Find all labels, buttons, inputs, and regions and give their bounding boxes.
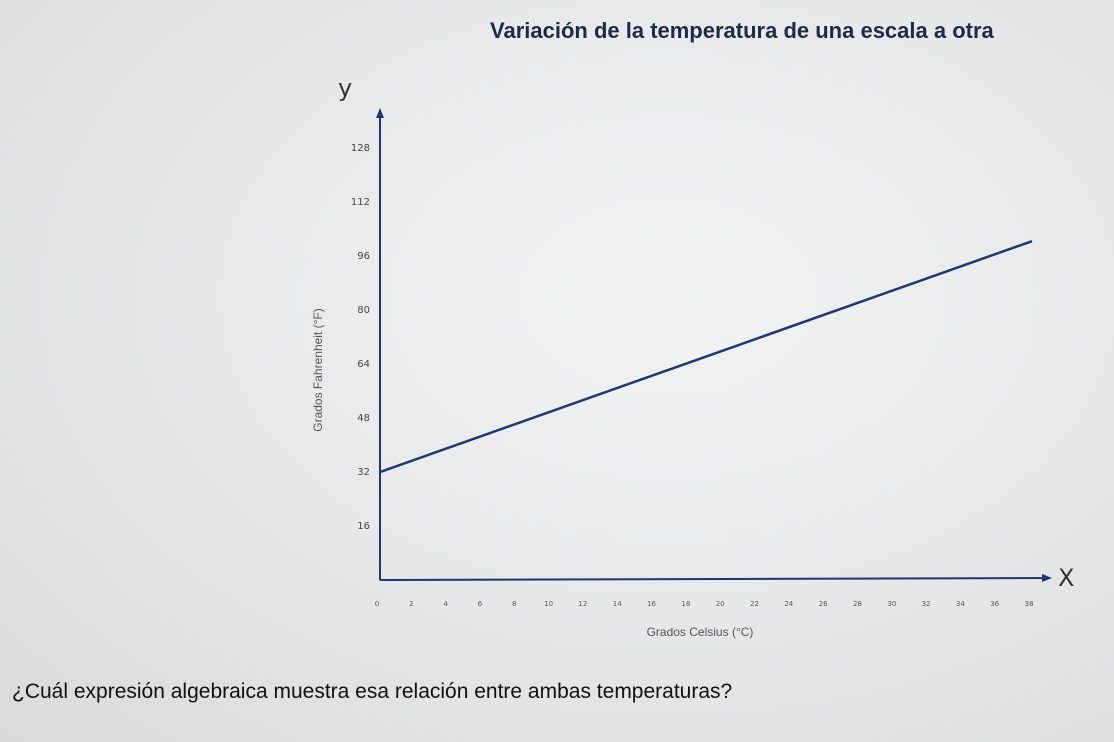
x-tick-label: 30 [887,600,896,608]
x-tick-label: 24 [784,600,793,608]
chart-title: Variación de la temperatura de una escal… [490,18,994,43]
x-tick-label: 38 [1025,600,1034,608]
x-tick-label: 2 [409,600,413,608]
x-axis-letter: X [1058,564,1074,592]
x-tick-label: 8 [512,600,516,608]
x-tick-label: 22 [750,600,759,608]
y-tick-label: 112 [351,197,370,208]
x-tick-label: 20 [716,600,725,608]
x-axis-arrow [1042,574,1052,582]
x-axis-line [379,577,1049,581]
x-tick-label: 4 [443,600,448,608]
x-axis-title: Grados Celsius (°C) [647,625,754,639]
y-axis-title: Grados Fahrenheit (°F) [311,308,325,432]
x-tick-label: 32 [922,600,931,608]
y-tick-label: 64 [357,359,370,370]
y-tick-label: 32 [357,467,370,478]
x-tick-label: 6 [478,600,483,608]
y-tick-labels: 16 32 48 64 80 96 112 128 [351,143,370,532]
axes [376,108,1052,582]
x-tick-label: 18 [681,600,690,608]
x-tick-label: 12 [578,600,587,608]
x-tick-label: 16 [647,600,656,608]
x-tick-label: 26 [819,600,828,608]
y-tick-label: 16 [357,521,370,532]
x-tick-label: 10 [544,600,553,608]
y-tick-label: 80 [357,305,370,316]
y-axis-letter: y [338,74,352,102]
x-tick-label: 28 [853,600,862,608]
series [379,239,1033,474]
y-tick-label: 128 [351,143,370,154]
x-tick-label: 36 [990,600,999,608]
y-tick-label: 48 [357,413,370,424]
x-tick-label: 14 [613,600,622,608]
x-tick-labels: 0 2 4 6 8 10 12 14 16 18 20 22 24 26 28 30 32 34 36 38 [375,600,1034,608]
y-axis-arrow [376,108,384,118]
x-tick-label: 34 [956,600,965,608]
series-line [379,239,1033,474]
x-tick-label: 0 [375,600,379,608]
question-text: ¿Cuál expresión algebraica muestra esa r… [12,680,733,703]
y-tick-label: 96 [357,251,370,262]
